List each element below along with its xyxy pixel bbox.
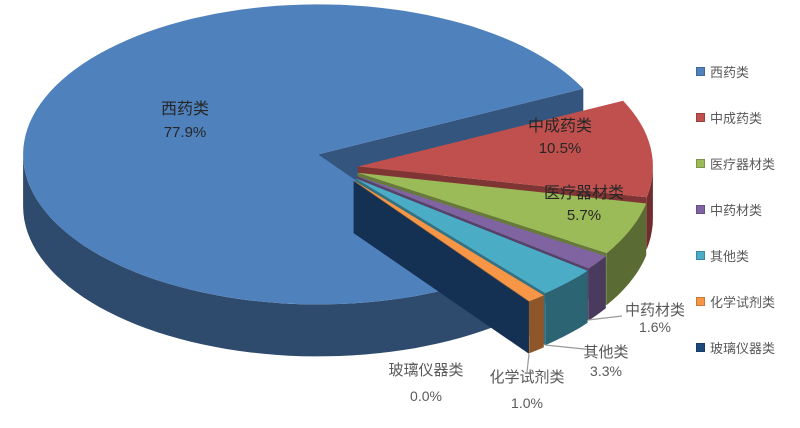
legend-swatch-icon	[696, 67, 705, 76]
legend-item-label: 医疗器材类	[710, 157, 776, 172]
slice-side-wall	[646, 166, 653, 250]
slice-label: 化学试剂类	[489, 369, 564, 386]
slice-label: 其他类	[583, 344, 628, 361]
slice-side-wall	[545, 270, 588, 346]
legend: 西药类中成药类医疗器材类中药材类其他类化学试剂类玻璃仪器类	[696, 62, 775, 357]
label-leader-line	[587, 315, 623, 321]
legend-item: 化学试剂类	[696, 292, 775, 311]
legend-swatch-icon	[696, 113, 705, 122]
legend-item-label: 其他类	[710, 249, 750, 264]
slice-value-label: 5.7%	[567, 207, 601, 224]
legend-swatch-icon	[696, 251, 705, 260]
slice-side-wall	[606, 203, 647, 305]
slice-cut-face	[353, 181, 529, 354]
slice-side-wall	[588, 256, 606, 321]
slice-label: 玻璃仪器类	[388, 362, 463, 379]
slice-top	[355, 178, 588, 294]
legend-swatch-icon	[696, 297, 705, 306]
legend-item: 其他类	[696, 246, 775, 265]
legend-swatch-icon	[696, 159, 705, 168]
slice-side-wall	[529, 295, 544, 354]
slice-top	[357, 172, 647, 253]
slice-value-label: 3.3%	[590, 363, 622, 379]
slice-top	[23, 4, 584, 305]
legend-swatch-icon	[696, 205, 705, 214]
legend-item-label: 西药类	[710, 65, 750, 80]
legend-item: 医疗器材类	[696, 154, 775, 173]
slice-value-label: 77.9%	[164, 124, 207, 141]
legend-item: 中成药类	[696, 108, 775, 127]
slice-label: 西药类	[161, 100, 209, 118]
legend-item-label: 中成药类	[710, 111, 763, 126]
slice-label: 中成药类	[528, 117, 592, 135]
legend-item: 中药材类	[696, 200, 775, 219]
legend-item-label: 化学试剂类	[710, 295, 776, 310]
legend-item: 玻璃仪器类	[696, 338, 775, 357]
slice-value-label: 1.6%	[639, 319, 671, 335]
slice-side-wall	[23, 154, 494, 357]
slice-top	[354, 180, 544, 302]
label-leader-line	[526, 353, 530, 373]
slice-top	[356, 176, 606, 269]
legend-item-label: 中药材类	[710, 203, 763, 218]
label-leader-line	[544, 344, 595, 351]
slice-top	[357, 100, 653, 198]
legend-item: 西药类	[696, 62, 775, 81]
legend-item-label: 玻璃仪器类	[710, 341, 776, 356]
slice-value-label: 0.0%	[410, 388, 442, 404]
slice-value-label: 10.5%	[539, 140, 582, 157]
legend-swatch-icon	[696, 343, 705, 352]
slice-label: 医疗器材类	[544, 184, 624, 202]
slice-value-label: 1.0%	[511, 395, 543, 411]
slice-label: 中药材类	[625, 302, 685, 319]
